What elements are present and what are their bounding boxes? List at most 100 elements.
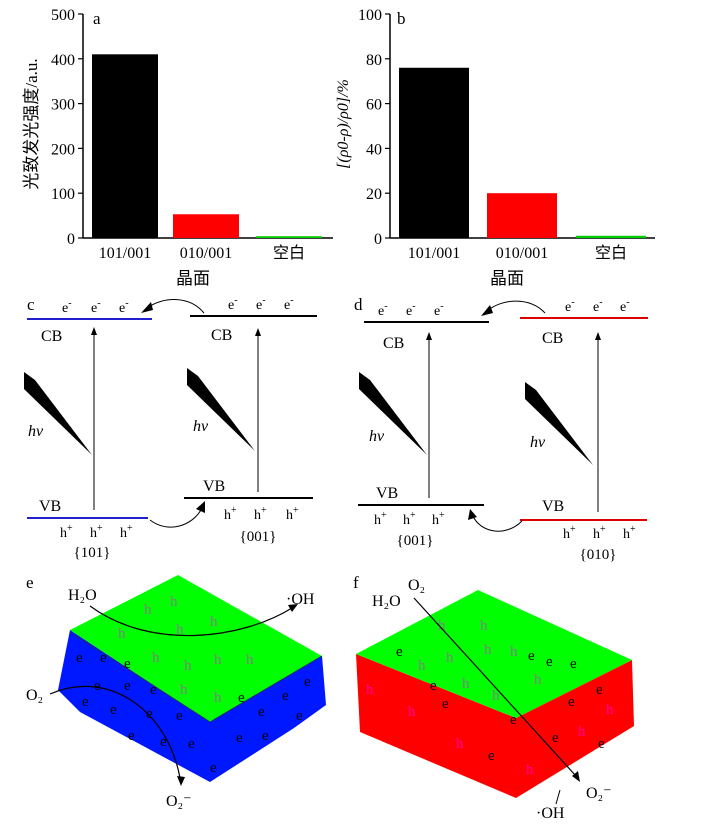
d-left-light-wedge xyxy=(359,372,427,455)
panel-b-y-label: [(ρ0-ρ)/ρ0]/% xyxy=(335,79,352,169)
x-tick-label: 010/001 xyxy=(180,245,232,262)
f-crystal-side-front xyxy=(356,654,516,798)
hole: h xyxy=(534,672,542,688)
y-tick-label: 200 xyxy=(51,141,75,158)
bar-010/001 xyxy=(173,214,239,238)
electron: e xyxy=(430,678,437,694)
panel-d-label: d xyxy=(354,295,363,314)
f-crystal-side-right xyxy=(516,660,634,798)
hole: h xyxy=(462,676,470,692)
c-right-cb-label: CB xyxy=(211,327,232,344)
hole: h xyxy=(456,736,464,752)
c-electron-transfer-arrow xyxy=(146,299,205,314)
hole: h+ xyxy=(432,510,445,528)
hole: h xyxy=(418,658,426,674)
hole: h xyxy=(438,618,446,634)
d-hole-transfer-arrow xyxy=(472,515,523,532)
electron: e xyxy=(238,690,245,706)
d-hole-arrowhead xyxy=(468,509,477,520)
hole: h+ xyxy=(286,505,299,523)
f-reaction-arrowhead xyxy=(572,771,580,782)
d-left-cb-label: CB xyxy=(383,335,404,352)
y-tick-label: 400 xyxy=(51,52,75,69)
d-right-hv: hv xyxy=(530,434,546,451)
electron: e- xyxy=(593,297,603,315)
d-left-hv: hv xyxy=(369,428,385,445)
d-electron-arrowhead xyxy=(481,305,493,316)
hole: h xyxy=(170,594,178,610)
hole: h xyxy=(606,702,614,718)
electron: e- xyxy=(434,301,444,319)
f-oh-label: ·OH xyxy=(536,805,565,822)
electron: e xyxy=(598,736,605,752)
e-oxidation-arrowhead xyxy=(288,604,298,612)
f-oh-branch xyxy=(555,789,561,805)
electron: e xyxy=(160,734,167,750)
panel-e: e h h h h h h h h h h h e e e e e e xyxy=(26,573,326,810)
electron: e xyxy=(488,748,495,764)
c-left-electrons: e- e- e- xyxy=(62,298,129,316)
electron: e xyxy=(282,688,289,704)
electron: e xyxy=(94,678,101,694)
electron: e xyxy=(82,694,89,710)
panel-a-x-label: 晶面 xyxy=(176,269,210,288)
hole: h+ xyxy=(374,510,387,528)
c-left-vb-label: VB xyxy=(39,498,61,515)
e-o2-label: O₂ xyxy=(26,687,43,704)
hole: h xyxy=(408,704,416,720)
c-hole-transfer-arrow xyxy=(149,507,203,528)
panel-b: b 0 20 40 60 80 100 101/001 010/001 空白 晶面 [(ρ0-… xyxy=(335,7,655,288)
f-crystal-top-facet xyxy=(356,590,632,718)
panel-d: d CB VB e- e- e- h+ h+ h+ {001} hv CB VB… xyxy=(354,295,648,563)
c-right-facet: {001} xyxy=(240,529,277,545)
electron: e xyxy=(304,674,311,690)
panel-e-label: e xyxy=(26,573,34,592)
hole: h+ xyxy=(120,523,133,541)
hole: h xyxy=(366,682,374,698)
d-left-vb-label: VB xyxy=(376,485,398,502)
d-right-vb-label: VB xyxy=(542,498,564,515)
electron: e xyxy=(296,708,303,724)
e-o2-minus-label: O₂⁻ xyxy=(166,793,192,810)
d-right-arrowhead xyxy=(595,332,601,340)
hole: h xyxy=(210,614,218,630)
d-right-cb-label: CB xyxy=(542,330,563,347)
x-tick-label: 101/001 xyxy=(408,245,460,262)
y-tick-label: 0 xyxy=(374,231,382,248)
x-tick-label: 空白 xyxy=(273,244,305,262)
hole: h xyxy=(144,602,152,618)
electron: e xyxy=(176,708,183,724)
hole: h+ xyxy=(563,524,576,542)
c-electron-arrowhead xyxy=(141,302,153,313)
hole: h+ xyxy=(403,510,416,528)
y-tick-label: 300 xyxy=(51,97,75,114)
y-tick-label: 20 xyxy=(366,186,382,203)
c-left-arrowhead xyxy=(91,327,97,335)
f-reaction-line xyxy=(413,597,577,777)
x-tick-label: 空白 xyxy=(595,244,627,262)
panel-b-label: b xyxy=(397,9,406,28)
bar-空白 xyxy=(256,236,322,238)
electron: e- xyxy=(284,295,294,313)
electron: e xyxy=(76,650,83,666)
hole: h xyxy=(152,650,160,666)
hole: h xyxy=(446,650,454,666)
y-tick-label: 100 xyxy=(358,7,382,24)
electron: e xyxy=(146,706,153,722)
hole: h xyxy=(214,652,222,668)
hole: h+ xyxy=(254,505,267,523)
hole: h xyxy=(176,622,184,638)
electron: e- xyxy=(565,297,575,315)
x-tick-label: 010/001 xyxy=(496,245,548,262)
y-tick-label: 0 xyxy=(67,231,75,248)
bar-101/001 xyxy=(92,54,158,238)
c-right-hv: hv xyxy=(193,418,209,435)
bar-空白 xyxy=(576,235,646,238)
hole: h+ xyxy=(593,524,606,542)
y-tick-label: 500 xyxy=(51,7,75,24)
hole: h xyxy=(578,724,586,740)
c-right-vb-label: VB xyxy=(203,478,225,495)
f-side-holes: h h h h h h xyxy=(366,682,614,778)
c-right-light-wedge xyxy=(187,368,255,451)
d-left-facet: {001} xyxy=(397,533,434,549)
